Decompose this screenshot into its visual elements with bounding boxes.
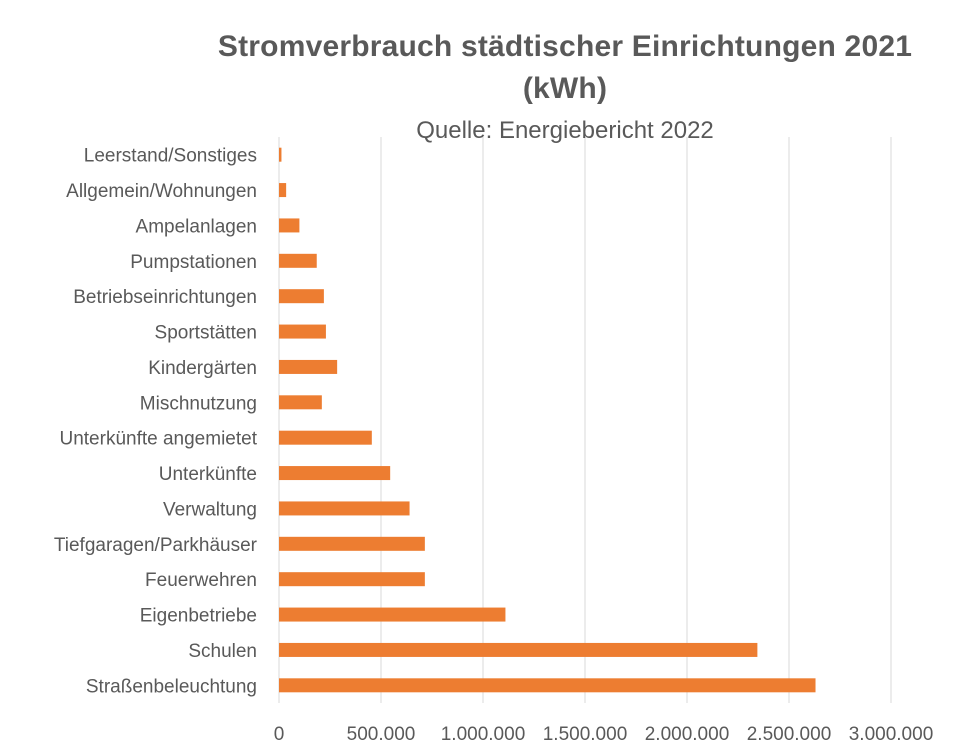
bar [279, 642, 758, 657]
bar [279, 466, 391, 481]
x-tick-label: 1.000.000 [441, 724, 526, 745]
chart-title: Stromverbrauch städtischer Einrichtungen… [150, 26, 959, 110]
x-tick-label: 1.500.000 [543, 724, 628, 745]
category-label: Pumpstationen [130, 252, 257, 273]
bar [279, 183, 287, 198]
x-tick-label: 2.000.000 [645, 724, 730, 745]
x-tick-label: 500.000 [347, 724, 416, 745]
category-label: Unterkünfte [159, 464, 257, 485]
x-tick-label: 2.500.000 [747, 724, 832, 745]
x-tick-label: 0 [274, 724, 285, 745]
bar [279, 289, 324, 304]
bar [279, 678, 816, 693]
category-label: Kindergärten [148, 358, 257, 379]
bar [279, 536, 425, 551]
category-label: Unterkünfte angemietet [59, 429, 257, 450]
chart-subtitle: Quelle: Energiebericht 2022 [416, 117, 714, 144]
category-label: Betriebseinrichtungen [73, 287, 257, 308]
category-label: Schulen [188, 641, 257, 662]
bar [279, 430, 372, 445]
bar [279, 253, 317, 268]
bar [279, 359, 338, 374]
category-label: Sportstätten [155, 323, 257, 344]
category-label: Verwaltung [163, 499, 257, 520]
category-label: Eigenbetriebe [140, 606, 257, 627]
chart-title-line-1: Stromverbrauch städtischer Einrichtungen… [217, 30, 913, 63]
bar [279, 147, 282, 162]
category-label: Leerstand/Sonstiges [84, 146, 257, 167]
category-label: Mischnutzung [140, 393, 257, 414]
category-label: Straßenbeleuchtung [86, 676, 257, 697]
bar [279, 324, 326, 339]
x-tick-label: 3.000.000 [849, 724, 934, 745]
bar [279, 607, 506, 622]
chart-title-line-2: (kWh) [522, 72, 608, 105]
bar [279, 218, 300, 233]
bar [279, 395, 322, 410]
category-label: Feuerwehren [145, 570, 257, 591]
bar [279, 572, 425, 587]
category-label: Ampelanlagen [136, 216, 257, 237]
category-label: Allgemein/Wohnungen [66, 181, 257, 202]
bar [279, 501, 410, 516]
category-label: Tiefgaragen/Parkhäuser [54, 535, 258, 556]
